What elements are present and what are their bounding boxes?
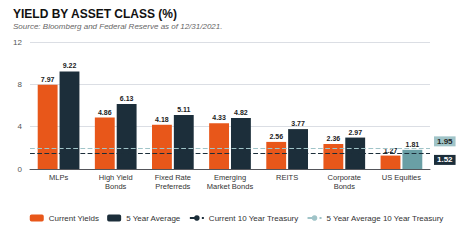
svg-text:Current 10 Year Treasury: Current 10 Year Treasury [209,214,298,223]
svg-text:Emerging: Emerging [214,173,246,182]
svg-text:4.86: 4.86 [98,109,112,116]
svg-text:4.33: 4.33 [212,114,226,121]
svg-text:YIELD BY ASSET CLASS (%): YIELD BY ASSET CLASS (%) [13,7,177,21]
svg-text:Source: Bloomberg and Federal: Source: Bloomberg and Federal Reserve as… [13,22,222,31]
svg-text:MLPs: MLPs [49,173,68,182]
svg-text:2.36: 2.36 [327,135,341,142]
svg-text:Fixed Rate: Fixed Rate [155,173,191,182]
svg-text:0: 0 [18,165,23,174]
svg-text:7.97: 7.97 [41,76,55,83]
svg-text:12: 12 [13,38,22,47]
svg-text:6.13: 6.13 [120,95,134,102]
svg-text:Current Yields: Current Yields [49,214,99,223]
svg-text:4.18: 4.18 [155,116,169,123]
svg-text:8: 8 [18,80,23,89]
svg-text:Preferreds: Preferreds [155,182,190,191]
svg-text:Corporate: Corporate [328,173,361,182]
svg-text:REITS: REITS [276,173,298,182]
svg-text:4: 4 [18,122,23,131]
svg-text:1.27: 1.27 [384,147,398,154]
svg-text:High Yield: High Yield [99,173,133,182]
svg-text:Market Bonds: Market Bonds [207,182,254,191]
svg-text:Bonds: Bonds [105,182,127,191]
svg-text:9.22: 9.22 [63,62,77,69]
svg-text:US Equities: US Equities [382,173,421,182]
svg-text:4.82: 4.82 [234,109,248,116]
svg-text:5 Year Average 10 Year Treasur: 5 Year Average 10 Year Treasury [327,214,444,223]
svg-text:3.77: 3.77 [291,120,305,127]
svg-text:1.95: 1.95 [437,137,453,146]
svg-text:2.97: 2.97 [348,129,362,136]
svg-text:1.52: 1.52 [437,155,453,164]
svg-text:5.11: 5.11 [177,106,190,113]
svg-text:Bonds: Bonds [334,182,356,191]
svg-text:1.81: 1.81 [406,141,420,148]
svg-text:2.56: 2.56 [269,133,283,140]
svg-text:5 Year Average: 5 Year Average [126,214,181,223]
